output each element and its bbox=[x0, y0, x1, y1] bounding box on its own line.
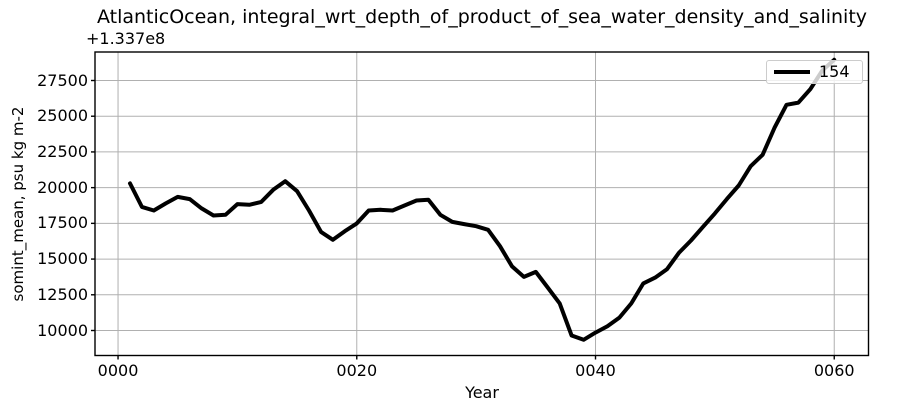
y-axis-offset-text: +1.337e8 bbox=[86, 29, 166, 48]
legend-label: 154 bbox=[819, 62, 850, 81]
x-tick-label: 0040 bbox=[575, 360, 616, 380]
y-tick-label: 22500 bbox=[37, 141, 88, 161]
y-tick-label: 17500 bbox=[37, 213, 88, 233]
data-line-154 bbox=[128, 57, 837, 342]
x-tick-label: 0060 bbox=[813, 360, 855, 380]
y-tick-label: 10000 bbox=[37, 320, 88, 340]
chart-title: AtlanticOcean, integral_wrt_depth_of_pro… bbox=[96, 6, 868, 28]
x-tick-label: 0000 bbox=[97, 360, 139, 380]
y-tick-label: 25000 bbox=[37, 106, 88, 126]
y-tick-label: 15000 bbox=[37, 249, 88, 269]
axes-frame bbox=[94, 51, 870, 357]
legend-line-swatch bbox=[774, 70, 810, 74]
x-axis-label: Year bbox=[465, 383, 499, 402]
y-tick-label: 27500 bbox=[37, 70, 88, 90]
y-tick-label: 20000 bbox=[37, 177, 88, 197]
legend-box: 154 bbox=[766, 60, 863, 84]
x-tick-label: 0020 bbox=[336, 360, 378, 380]
y-tick-label: 12500 bbox=[37, 284, 88, 304]
